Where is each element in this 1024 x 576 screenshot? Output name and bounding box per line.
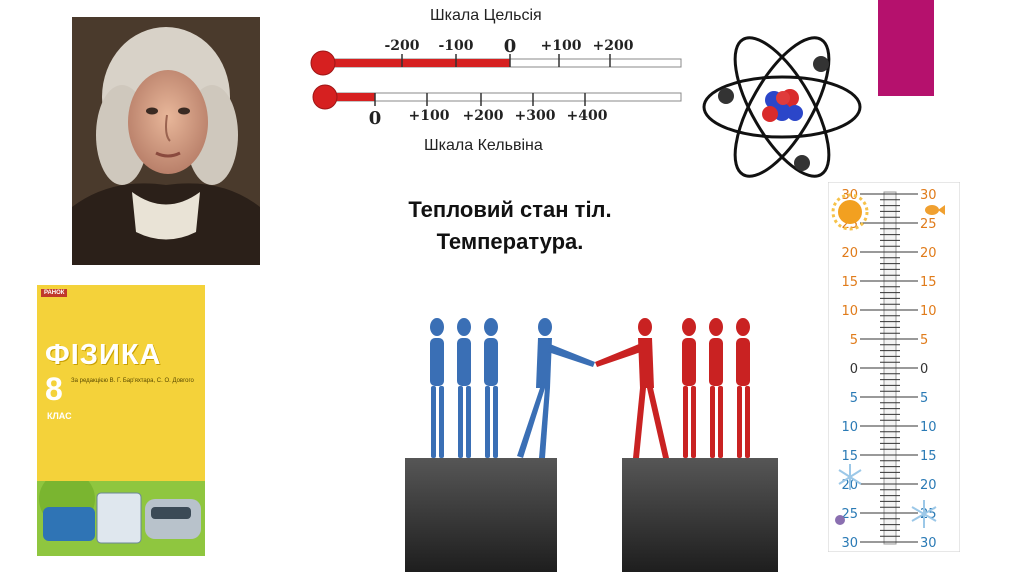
kelvin-tick-label: +400 xyxy=(567,108,608,124)
kelvin-tick-label: +300 xyxy=(515,108,556,124)
celsius-tick-label: +200 xyxy=(593,38,634,54)
celsius-tick-label: -100 xyxy=(438,38,473,54)
accent-bar xyxy=(878,0,934,96)
thermometer-left-label: 0 xyxy=(850,362,858,377)
thermometer-left-label: 15 xyxy=(841,449,858,464)
thermometer-right-label: 10 xyxy=(920,304,937,319)
celsius-scale-title: Шкала Цельсія xyxy=(430,7,542,24)
snowflake-icon xyxy=(911,500,937,528)
thermometer-right-label: 15 xyxy=(920,275,937,290)
celsius-tick-label: -200 xyxy=(384,38,419,54)
textbook-illustration xyxy=(37,471,205,556)
snowflake-icon xyxy=(838,464,862,490)
textbook-grade-label: КЛАС xyxy=(47,411,72,421)
left-pedestal xyxy=(405,458,557,572)
thermometer-left-label: 5 xyxy=(850,333,858,348)
bug-icon xyxy=(835,515,845,525)
thermometer-left-label: 25 xyxy=(841,507,858,522)
fish-icon xyxy=(925,205,945,215)
kelvin-scale-title: Шкала Кельвіна xyxy=(424,137,543,154)
textbook-cover: РАНОК ФІЗИКА 8 КЛАС За редакцією В. Г. Б… xyxy=(37,285,205,556)
celsius-thermometer: -200 -100 0 +100 +200 xyxy=(310,36,682,76)
blue-figures xyxy=(430,318,595,458)
thermometer-left-label: 15 xyxy=(841,275,858,290)
thermometer-right-label: 5 xyxy=(920,333,928,348)
publisher-logo: РАНОК xyxy=(41,289,68,297)
celsius-tick-label: 0 xyxy=(504,36,517,57)
electron-icon xyxy=(718,88,734,104)
figures-illustration xyxy=(405,318,778,572)
thermometer-right-label: 0 xyxy=(920,362,928,377)
atom-icon xyxy=(702,36,862,178)
kelvin-tick-label: 0 xyxy=(369,108,382,129)
kelvin-tick-label: +200 xyxy=(463,108,504,124)
electron-icon xyxy=(813,56,829,72)
thermometer-right-label: 10 xyxy=(920,420,937,435)
thermometer-right-label: 5 xyxy=(920,391,928,406)
temperature-scales: -200 -100 0 +100 +200 0 +100 +200 +300 +… xyxy=(310,36,682,129)
textbook-grade: 8 xyxy=(45,371,63,407)
slide-title-line: Температура. xyxy=(436,229,584,254)
slide-title-line: Тепловий стан тіл. xyxy=(408,197,612,222)
nucleus-icon xyxy=(762,89,803,122)
thermometer-left-label: 10 xyxy=(841,420,858,435)
thermometer-left-label: 10 xyxy=(841,304,858,319)
thermometer-right-label: 15 xyxy=(920,449,937,464)
textbook-title: ФІЗИКА xyxy=(45,339,162,371)
portrait-image xyxy=(72,17,260,265)
right-pedestal xyxy=(622,458,778,572)
kelvin-thermometer: 0 +100 +200 +300 +400 xyxy=(312,84,682,129)
textbook-authors: За редакцією В. Г. Бар'яхтара, С. О. Дов… xyxy=(71,378,194,384)
sun-icon xyxy=(831,193,869,231)
thermometer-left-label: 30 xyxy=(841,536,858,551)
thermometer-right-label: 25 xyxy=(920,217,937,232)
thermometer-left-label: 5 xyxy=(850,391,858,406)
thermometer-right-label: 20 xyxy=(920,478,937,493)
electron-icon xyxy=(794,155,810,171)
slide-title: Тепловий стан тіл. Температура. xyxy=(360,194,660,258)
thermometer-right-label: 30 xyxy=(920,188,937,203)
thermometer-left-label: 20 xyxy=(841,246,858,261)
thermometer-right-label: 20 xyxy=(920,246,937,261)
red-figures xyxy=(595,318,750,458)
thermometer-right-label: 30 xyxy=(920,536,937,551)
kelvin-tick-label: +100 xyxy=(409,108,450,124)
celsius-tick-label: +100 xyxy=(541,38,582,54)
